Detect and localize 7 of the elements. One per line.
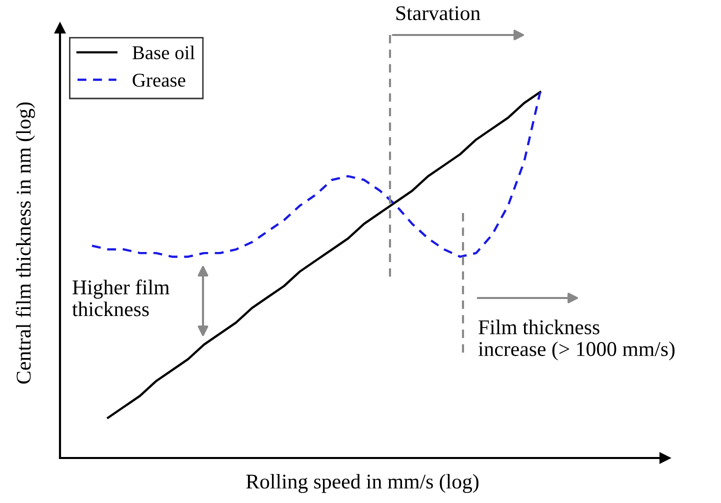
annotation: Higher film thickness	[72, 280, 170, 316]
legend-label: Base oil	[132, 46, 195, 60]
x-axis-title: Rolling speed in mm/s (log)	[246, 474, 478, 493]
text: Starvation	[396, 6, 480, 20]
legend-label: Grease	[132, 74, 186, 87]
y-axis-title: Central film thickness in nm (log)	[16, 102, 35, 384]
annotation: Film thickness increase (> 1000 mm/s)	[478, 320, 675, 360]
